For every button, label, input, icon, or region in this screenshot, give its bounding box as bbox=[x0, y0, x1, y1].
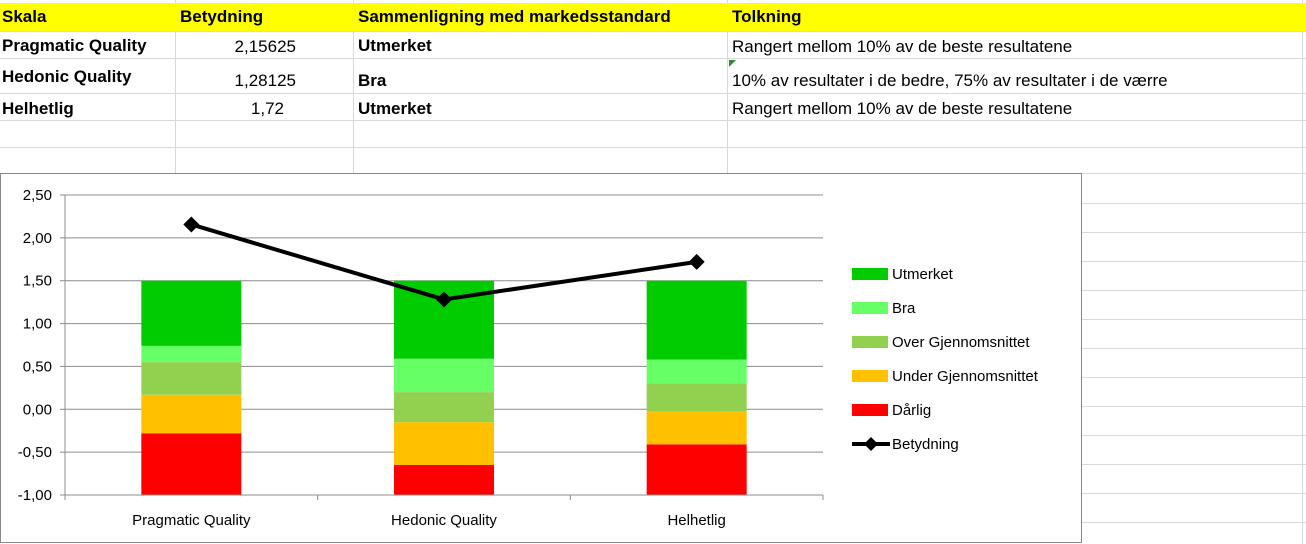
row-divider bbox=[1082, 464, 1306, 465]
bar-segment-utmerket bbox=[646, 280, 747, 360]
cell-sammenligning-row1[interactable]: Utmerket bbox=[358, 36, 432, 55]
cell-sammenligning-row2[interactable]: Bra bbox=[358, 71, 387, 90]
bar-segment-over-gjennomsnittet bbox=[141, 362, 242, 395]
y-tick-label: -0,50 bbox=[18, 444, 52, 461]
legend-label: Utmerket bbox=[892, 266, 954, 283]
y-tick-label: 2,50 bbox=[23, 187, 52, 204]
bar-segment-d-rlig bbox=[646, 444, 747, 495]
y-tick-label: 1,00 bbox=[23, 316, 52, 333]
cell-skala-row3[interactable]: Helhetlig bbox=[2, 99, 74, 118]
header-tolkning[interactable]: Tolkning bbox=[732, 7, 802, 26]
bar-segment-under-gjennomsnittet bbox=[394, 422, 494, 465]
stacked-bar-chart: 2,50 2,00 1,50 1,00 0,50 0,00 -0,50 -1,00 Pragma… bbox=[18, 187, 1039, 529]
legend-label: Betydning bbox=[892, 436, 959, 453]
row-divider bbox=[1082, 261, 1306, 262]
cell-tolkning-row2[interactable]: 10% av resultater i de bedre, 75% av res… bbox=[732, 71, 1168, 90]
column-divider bbox=[1302, 0, 1303, 544]
betydning-point bbox=[436, 291, 452, 308]
row-divider bbox=[1082, 493, 1306, 494]
column-divider bbox=[727, 0, 728, 173]
legend-swatch bbox=[852, 370, 888, 382]
legend-swatch bbox=[852, 268, 888, 280]
cell-betydning-row3[interactable]: 1,72 bbox=[250, 99, 284, 118]
row-divider bbox=[1082, 435, 1306, 436]
row-divider bbox=[1082, 319, 1306, 320]
column-divider bbox=[175, 0, 176, 173]
legend-label: Bra bbox=[892, 300, 916, 317]
column-divider bbox=[353, 0, 354, 173]
betydning-point bbox=[688, 253, 705, 270]
bar-segment-over-gjennomsnittet bbox=[646, 383, 747, 411]
legend-label: Under Gjennomsnittet bbox=[892, 368, 1039, 385]
bar-segment-over-gjennomsnittet bbox=[394, 392, 494, 423]
bar-segment-bra bbox=[394, 358, 494, 393]
bar-segment-under-gjennomsnittet bbox=[646, 411, 747, 445]
cell-sammenligning-row3[interactable]: Utmerket bbox=[358, 99, 432, 118]
row-divider bbox=[1082, 377, 1306, 378]
y-tick-label: 0,50 bbox=[23, 358, 52, 375]
cell-skala-row2[interactable]: Hedonic Quality bbox=[2, 67, 132, 86]
x-tick-label: Hedonic Quality bbox=[391, 512, 497, 529]
header-row bbox=[0, 3, 1306, 31]
betydning-point bbox=[183, 216, 200, 233]
legend-swatch bbox=[852, 336, 888, 348]
y-tick-label: 2,00 bbox=[23, 230, 52, 247]
row-divider bbox=[0, 31, 1306, 32]
comment-indicator bbox=[729, 60, 736, 67]
row-divider bbox=[0, 93, 1306, 94]
cell-betydning-row2[interactable]: 1,28125 bbox=[234, 71, 296, 90]
bar-segment-utmerket bbox=[141, 280, 242, 346]
legend-marker bbox=[864, 437, 878, 451]
legend-swatch bbox=[852, 404, 888, 416]
header-sammenligning[interactable]: Sammenligning med markedsstandard bbox=[358, 7, 671, 26]
row-divider bbox=[0, 120, 1306, 121]
y-tick-label: 0,00 bbox=[23, 401, 52, 418]
cell-skala-row1[interactable]: Pragmatic Quality bbox=[2, 36, 147, 55]
legend-label: Dårlig bbox=[892, 402, 931, 419]
y-tick-label: -1,00 bbox=[18, 487, 52, 504]
cell-tolkning-row1[interactable]: Rangert mellom 10% av de beste resultate… bbox=[732, 37, 1073, 56]
legend-label: Over Gjennomsnittet bbox=[892, 334, 1030, 351]
row-divider bbox=[1082, 348, 1306, 349]
y-tick-label: 1,50 bbox=[23, 273, 52, 290]
legend-swatch bbox=[852, 302, 888, 314]
cell-betydning-row1[interactable]: 2,15625 bbox=[234, 37, 296, 56]
cell-tolkning-row3[interactable]: Rangert mellom 10% av de beste resultate… bbox=[732, 99, 1073, 118]
bar-segment-bra bbox=[646, 359, 747, 384]
row-divider bbox=[0, 147, 1306, 148]
row-divider bbox=[1082, 406, 1306, 407]
header-skala[interactable]: Skala bbox=[2, 7, 47, 26]
chart-object[interactable]: 2,50 2,00 1,50 1,00 0,50 0,00 -0,50 -1,00 Pragma… bbox=[0, 173, 1082, 543]
x-tick-label: Helhetlig bbox=[667, 512, 725, 529]
bar-segment-bra bbox=[141, 345, 242, 363]
row-divider bbox=[1082, 203, 1306, 204]
bar-segment-d-rlig bbox=[394, 465, 494, 495]
row-divider bbox=[1082, 290, 1306, 291]
bar-segment-d-rlig bbox=[141, 433, 242, 495]
header-betydning[interactable]: Betydning bbox=[180, 7, 264, 26]
row-divider bbox=[0, 58, 1306, 59]
row-divider bbox=[1082, 522, 1306, 523]
bar-segment-under-gjennomsnittet bbox=[141, 394, 242, 434]
row-divider bbox=[1082, 232, 1306, 233]
x-tick-label: Pragmatic Quality bbox=[132, 512, 251, 529]
